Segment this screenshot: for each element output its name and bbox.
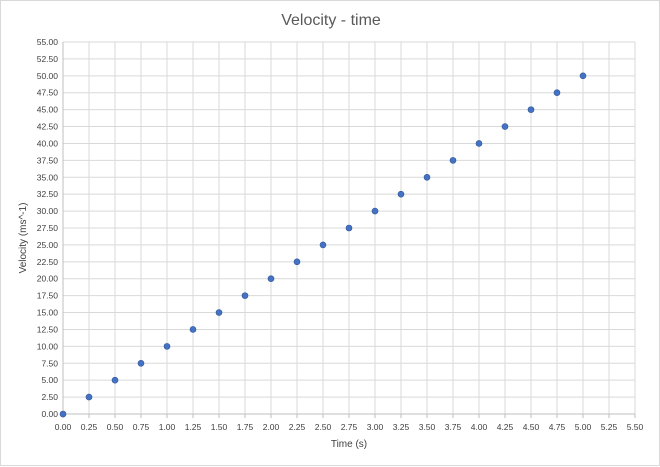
data-point xyxy=(267,275,275,283)
y-tick-label: 55.00 xyxy=(37,37,59,47)
chart-title: Velocity - time xyxy=(281,12,381,29)
data-point xyxy=(163,343,171,350)
y-tick-label: 0.00 xyxy=(41,409,58,419)
x-tick-label: 1.50 xyxy=(211,422,228,432)
data-point xyxy=(111,376,119,384)
y-tick-label: 40.00 xyxy=(37,138,59,148)
y-tick-label: 30.00 xyxy=(37,206,59,216)
data-point xyxy=(553,89,561,97)
data-point xyxy=(475,140,483,147)
data-point xyxy=(215,309,223,316)
x-tick-label: 5.50 xyxy=(627,422,644,432)
y-tick-label: 47.50 xyxy=(37,88,59,98)
data-point xyxy=(241,292,249,299)
x-tick-label: 3.50 xyxy=(419,422,436,432)
y-tick-label: 52.50 xyxy=(37,54,59,64)
x-tick-labels: 0.00 0.25 0.50 0.75 1.00 1.25 1.50 1.75 2.00 2.25… xyxy=(55,422,644,432)
data-point xyxy=(449,157,457,164)
data-points xyxy=(59,72,587,418)
x-tick-label: 3.75 xyxy=(445,422,462,432)
y-tick-label: 22.50 xyxy=(37,257,59,267)
x-axis-title: Time (s) xyxy=(331,439,367,450)
y-tick-label: 45.00 xyxy=(37,105,59,115)
x-tick-label: 2.75 xyxy=(341,422,358,432)
data-point xyxy=(501,123,509,130)
x-tick-label: 0.50 xyxy=(107,422,124,432)
data-point xyxy=(579,72,587,80)
y-tick-label: 2.50 xyxy=(41,392,58,402)
y-tick-label: 35.00 xyxy=(37,172,59,182)
x-tick-label: 0.25 xyxy=(81,422,98,432)
data-point xyxy=(293,258,301,266)
gridlines xyxy=(63,41,636,414)
x-tick-label: 4.75 xyxy=(549,422,566,432)
data-point xyxy=(371,207,379,215)
data-point xyxy=(423,173,431,181)
x-tick-label: 0.75 xyxy=(133,422,150,432)
x-tick-label: 2.25 xyxy=(289,422,306,432)
x-tick-label: 4.00 xyxy=(471,422,488,432)
x-tick-label: 5.25 xyxy=(601,422,618,432)
x-tick-label: 3.00 xyxy=(367,422,384,432)
data-point xyxy=(137,359,145,367)
x-tick-label: 2.50 xyxy=(315,422,332,432)
data-point xyxy=(59,410,67,418)
x-tick-label: 5.00 xyxy=(575,422,592,432)
data-point xyxy=(397,190,405,198)
data-point xyxy=(527,106,535,113)
x-tick-label: 2.00 xyxy=(263,422,280,432)
x-tick-label: 1.00 xyxy=(159,422,176,432)
data-point xyxy=(189,326,197,333)
x-tick-label: 1.25 xyxy=(185,422,202,432)
y-tick-label: 37.50 xyxy=(37,155,59,165)
y-tick-label: 42.50 xyxy=(37,122,59,132)
data-point xyxy=(345,224,353,232)
y-tick-label: 7.50 xyxy=(41,358,58,368)
y-tick-label: 27.50 xyxy=(37,223,59,233)
data-point xyxy=(85,393,93,401)
y-tick-label: 10.00 xyxy=(37,341,59,351)
y-tick-label: 50.00 xyxy=(37,71,59,81)
y-tick-label: 20.00 xyxy=(37,274,59,284)
y-tick-labels: 0.00 2.50 5.00 7.50 10.00 12.50 15.00 17.50 20.0… xyxy=(37,37,59,419)
y-tick-label: 25.00 xyxy=(37,240,59,250)
x-tick-label: 0.00 xyxy=(55,422,72,432)
axes xyxy=(62,42,636,418)
y-tick-label: 17.50 xyxy=(37,291,59,301)
y-tick-label: 15.00 xyxy=(37,308,59,318)
y-tick-label: 5.00 xyxy=(41,375,58,385)
y-tick-label: 12.50 xyxy=(37,324,59,334)
data-point xyxy=(319,241,327,249)
x-tick-label: 4.25 xyxy=(497,422,514,432)
x-tick-label: 4.50 xyxy=(523,422,540,432)
y-tick-label: 32.50 xyxy=(37,189,59,199)
x-tick-label: 3.25 xyxy=(393,422,410,432)
y-axis-title: Velocity (ms^-1) xyxy=(18,203,29,274)
x-tick-label: 1.75 xyxy=(237,422,254,432)
